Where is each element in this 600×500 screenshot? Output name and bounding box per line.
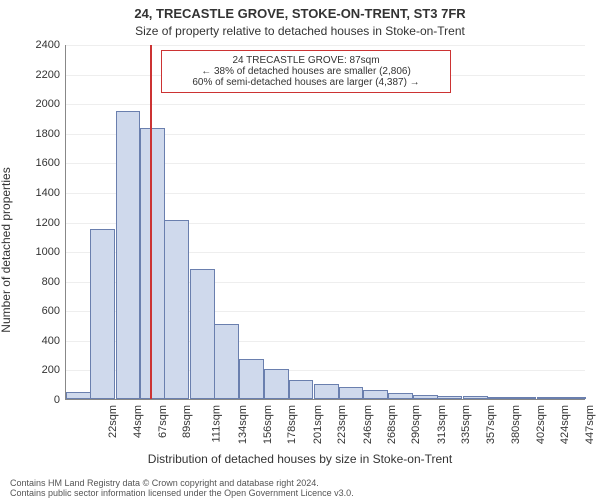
bar: [314, 384, 339, 399]
x-tick-label: 335sqm: [460, 405, 472, 444]
gridline: [66, 45, 585, 46]
y-tick-label: 2400: [10, 39, 60, 51]
bar: [190, 269, 215, 399]
x-tick-label: 111sqm: [210, 405, 222, 443]
x-tick-label: 290sqm: [410, 405, 422, 444]
marker-line: [150, 45, 152, 399]
bar: [363, 390, 388, 399]
x-tick-label: 246sqm: [362, 405, 374, 444]
x-tick-label: 134sqm: [238, 405, 250, 444]
y-tick-label: 200: [10, 364, 60, 376]
chart-subtitle: Size of property relative to detached ho…: [0, 24, 600, 38]
bar: [164, 220, 189, 399]
bar: [511, 397, 536, 399]
x-tick-label: 22sqm: [107, 405, 119, 438]
x-tick-label: 357sqm: [485, 405, 497, 444]
x-tick-label: 89sqm: [182, 405, 194, 438]
bar: [239, 359, 264, 399]
y-tick-label: 600: [10, 305, 60, 317]
bar: [90, 229, 115, 399]
plot-area: 24 TRECASTLE GROVE: 87sqm ← 38% of detac…: [65, 45, 585, 400]
annotation-line: 24 TRECASTLE GROVE: 87sqm: [170, 55, 442, 66]
bar: [487, 397, 512, 399]
y-tick-label: 400: [10, 335, 60, 347]
x-tick-label: 178sqm: [286, 405, 298, 444]
y-tick-label: 1600: [10, 157, 60, 169]
bar: [214, 324, 239, 399]
y-tick-label: 1800: [10, 128, 60, 140]
y-tick-label: 0: [10, 394, 60, 406]
x-tick-label: 268sqm: [386, 405, 398, 444]
chart-container: 24, TRECASTLE GROVE, STOKE-ON-TRENT, ST3…: [0, 0, 600, 500]
bar: [437, 396, 462, 399]
y-tick-label: 1200: [10, 217, 60, 229]
x-tick-label: 380sqm: [510, 405, 522, 444]
y-tick-label: 1400: [10, 187, 60, 199]
y-tick-label: 1000: [10, 246, 60, 258]
y-tick-label: 800: [10, 276, 60, 288]
annotation-box: 24 TRECASTLE GROVE: 87sqm ← 38% of detac…: [161, 50, 451, 93]
x-axis-label: Distribution of detached houses by size …: [0, 452, 600, 466]
x-tick-label: 313sqm: [436, 405, 448, 444]
bar: [116, 111, 141, 399]
x-tick-label: 156sqm: [262, 405, 274, 444]
x-tick-label: 447sqm: [585, 405, 597, 444]
annotation-line: 60% of semi-detached houses are larger (…: [170, 77, 442, 88]
y-tick-label: 2200: [10, 69, 60, 81]
bar: [264, 369, 289, 399]
bar: [561, 397, 586, 399]
annotation-line: ← 38% of detached houses are smaller (2,…: [170, 66, 442, 77]
chart-title: 24, TRECASTLE GROVE, STOKE-ON-TRENT, ST3…: [0, 6, 600, 21]
x-tick-label: 67sqm: [157, 405, 169, 438]
bar: [66, 392, 91, 399]
x-tick-label: 201sqm: [312, 405, 324, 444]
bar: [388, 393, 413, 399]
bar: [339, 387, 364, 399]
bar: [537, 397, 562, 399]
x-tick-label: 402sqm: [535, 405, 547, 444]
bar: [289, 380, 314, 399]
bar: [413, 395, 438, 399]
x-tick-label: 424sqm: [559, 405, 571, 444]
gridline: [66, 104, 585, 105]
x-tick-label: 223sqm: [336, 405, 348, 444]
y-tick-label: 2000: [10, 98, 60, 110]
bar: [140, 128, 165, 399]
bar: [463, 396, 488, 399]
x-tick-label: 44sqm: [132, 405, 144, 438]
footer-attribution: Contains HM Land Registry data © Crown c…: [10, 478, 354, 498]
